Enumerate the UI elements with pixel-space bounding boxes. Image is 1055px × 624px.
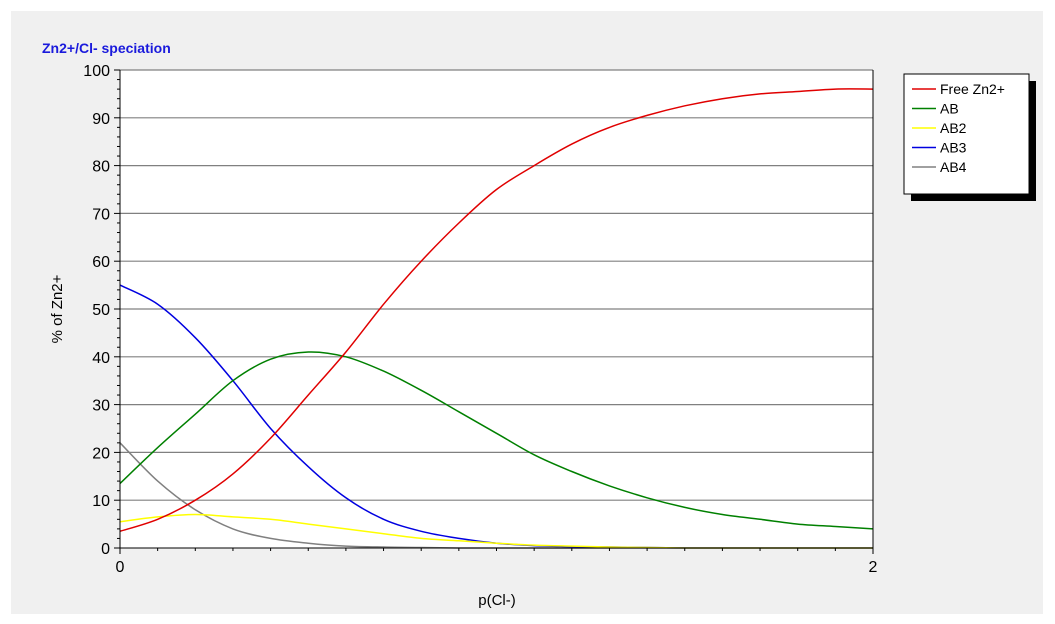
y-tick-label: 100 [83,63,110,80]
y-tick-label: 70 [92,206,110,223]
legend-label: AB [940,101,959,117]
y-tick-label: 0 [101,541,110,558]
legend-label: AB3 [940,140,967,156]
y-tick-label: 30 [92,398,110,415]
x-tick-label: 0 [116,559,125,576]
y-axis-label: % of Zn2+ [49,274,66,343]
y-tick-label: 10 [92,493,110,510]
legend-label: AB2 [940,120,967,136]
x-tick-label: 2 [869,559,878,576]
x-axis-label: p(Cl-) [478,592,516,609]
y-tick-label: 20 [92,445,110,462]
legend-label: Free Zn2+ [940,81,1005,97]
y-tick-label: 60 [92,254,110,271]
y-tick-label: 80 [92,159,110,176]
y-tick-label: 40 [92,350,110,367]
legend-label: AB4 [940,159,967,175]
y-tick-label: 50 [92,302,110,319]
y-tick-label: 90 [92,111,110,128]
legend: Free Zn2+ AB AB2 AB3 AB4 [904,74,1036,201]
